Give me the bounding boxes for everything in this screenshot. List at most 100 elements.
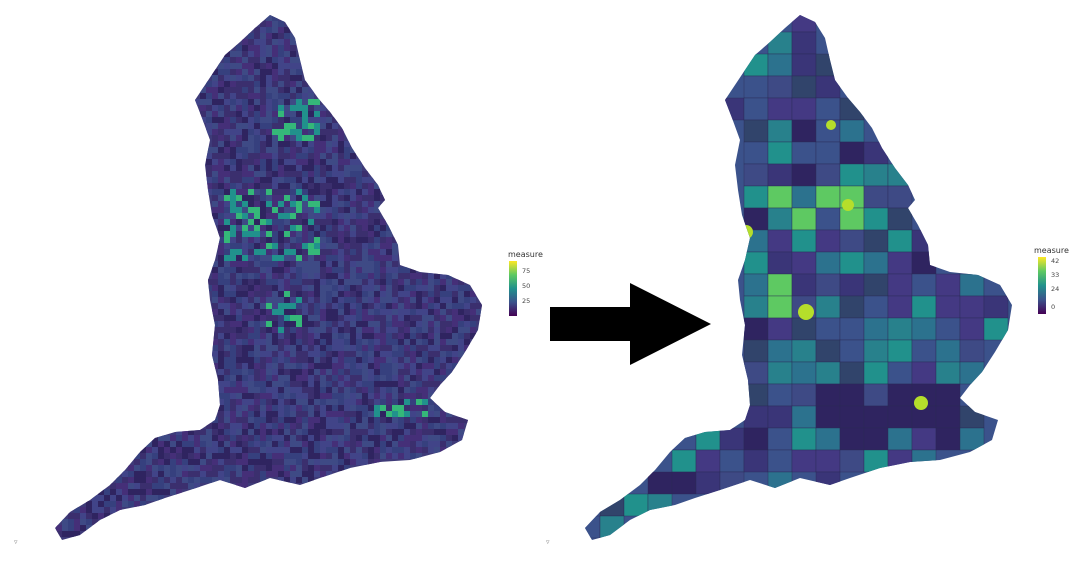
map-region <box>218 255 224 261</box>
map-region <box>218 189 224 195</box>
map-region <box>170 447 176 453</box>
map-region <box>272 441 278 447</box>
map-region <box>386 327 392 333</box>
map-region <box>428 321 434 327</box>
map-region <box>230 375 236 381</box>
map-region <box>416 321 422 327</box>
map-region <box>422 357 428 363</box>
map-region <box>302 243 308 249</box>
map-region <box>332 183 338 189</box>
map-region <box>296 441 302 447</box>
map-region <box>368 315 374 321</box>
map-region <box>308 135 314 141</box>
map-region <box>242 213 248 219</box>
map-region <box>380 333 386 339</box>
map-region <box>158 495 164 501</box>
map-region <box>326 141 332 147</box>
map-region <box>260 51 266 57</box>
map-region <box>290 465 296 471</box>
map-region <box>428 387 434 393</box>
map-region <box>350 249 356 255</box>
map-region <box>326 111 332 117</box>
map-region <box>284 273 290 279</box>
map-region <box>236 369 242 375</box>
map-region <box>344 411 350 417</box>
map-region <box>380 441 386 447</box>
map-region <box>266 297 272 303</box>
map-region <box>290 303 296 309</box>
map-region <box>224 195 230 201</box>
map-region <box>236 57 242 63</box>
map-region <box>248 405 254 411</box>
map-region <box>434 315 440 321</box>
map-region <box>380 411 386 417</box>
map-region <box>278 429 284 435</box>
map-region <box>452 309 458 315</box>
map-region <box>218 135 224 141</box>
map-region <box>266 129 272 135</box>
map-region <box>332 411 338 417</box>
map-region <box>170 471 176 477</box>
map-region <box>212 195 218 201</box>
map-region <box>320 441 326 447</box>
map-region <box>332 315 338 321</box>
map-region <box>248 291 254 297</box>
map-region <box>314 255 320 261</box>
map-region <box>332 303 338 309</box>
map-region <box>815 97 841 121</box>
map-region <box>959 317 985 341</box>
map-region <box>218 111 224 117</box>
map-region <box>266 153 272 159</box>
map-region <box>410 327 416 333</box>
map-region <box>272 201 278 207</box>
map-region <box>344 363 350 369</box>
map-region <box>80 519 86 525</box>
map-region <box>464 345 470 351</box>
map-region <box>206 123 212 129</box>
map-region <box>212 201 218 207</box>
map-region <box>392 417 398 423</box>
map-region <box>278 375 284 381</box>
map-region <box>464 333 470 339</box>
map-region <box>218 453 224 459</box>
map-region <box>320 177 326 183</box>
map-region <box>314 393 320 399</box>
map-region <box>284 195 290 201</box>
map-region <box>743 185 769 209</box>
map-region <box>254 411 260 417</box>
map-region <box>344 219 350 225</box>
map-region <box>266 405 272 411</box>
map-region <box>440 351 446 357</box>
map-region <box>458 279 464 285</box>
map-region <box>410 417 416 423</box>
map-region <box>80 513 86 519</box>
map-region <box>332 459 338 465</box>
map-region <box>446 441 452 447</box>
map-region <box>428 291 434 297</box>
map-region <box>290 189 296 195</box>
map-region <box>356 291 362 297</box>
map-region <box>404 357 410 363</box>
map-region <box>284 243 290 249</box>
map-region <box>344 339 350 345</box>
map-region <box>176 429 182 435</box>
map-region <box>392 243 398 249</box>
map-region <box>230 477 236 483</box>
map-region <box>452 333 458 339</box>
map-region <box>236 399 242 405</box>
map-region <box>314 273 320 279</box>
map-region <box>266 411 272 417</box>
map-region <box>284 57 290 63</box>
map-region <box>380 315 386 321</box>
map-region <box>230 201 236 207</box>
map-region <box>188 459 194 465</box>
map-region <box>284 75 290 81</box>
map-region <box>452 351 458 357</box>
map-region <box>224 165 230 171</box>
map-region <box>266 327 272 333</box>
map-region <box>410 387 416 393</box>
map-region <box>272 363 278 369</box>
map-region <box>254 459 260 465</box>
map-region <box>122 483 128 489</box>
map-region <box>296 273 302 279</box>
